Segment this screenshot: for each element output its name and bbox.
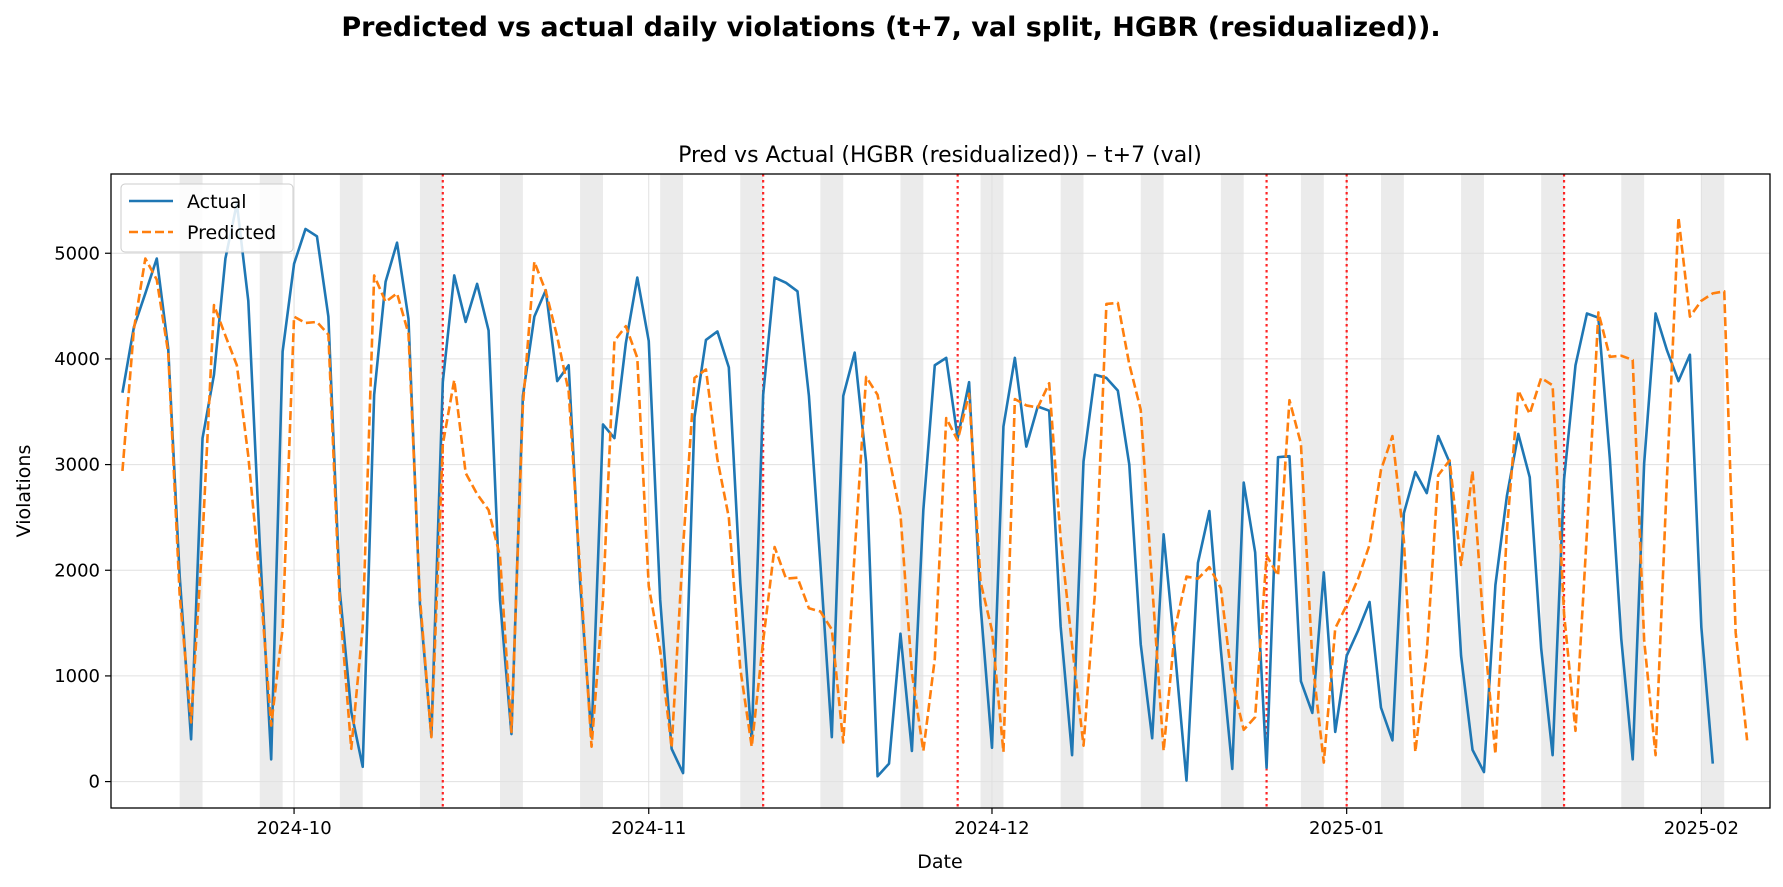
y-tick-label: 3000	[54, 455, 100, 476]
y-axis-ticks: 0 1000 2000 3000 4000 5000	[54, 243, 111, 793]
weekend-band-11	[1060, 174, 1084, 808]
x-tick-label: 2024-10	[256, 818, 331, 839]
x-tick-label: 2025-01	[1309, 818, 1384, 839]
legend-label-actual: Actual	[187, 191, 247, 213]
y-tick-label: 1000	[54, 666, 100, 687]
y-tick-label: 5000	[54, 243, 100, 264]
legend-label-predicted: Predicted	[187, 222, 276, 244]
weekend-band-15	[1380, 174, 1404, 808]
figure-suptitle: Predicted vs actual daily violations (t+…	[341, 12, 1440, 43]
y-tick-label: 4000	[54, 349, 100, 370]
series-line-actual	[121, 202, 1715, 782]
x-tick-label: 2024-12	[954, 818, 1029, 839]
x-axis-ticks: 2024-10 2024-11 2024-12 2025-01 2025-02	[256, 808, 1739, 839]
plot-frame	[110, 173, 1771, 809]
series-lines	[121, 202, 1749, 782]
weekend-band-17	[1541, 174, 1565, 808]
weekend-bands	[179, 174, 1725, 808]
x-tick-label: 2025-02	[1664, 818, 1739, 839]
weekend-band-19	[1701, 174, 1725, 808]
weekend-band-18	[1621, 174, 1645, 808]
x-tick-label: 2024-11	[611, 818, 686, 839]
y-tick-label: 0	[89, 772, 100, 793]
y-tick-label: 2000	[54, 560, 100, 581]
weekend-band-12	[1140, 174, 1164, 808]
legend: Actual Predicted	[120, 183, 294, 253]
y-axis-label: Violations	[13, 445, 35, 538]
holiday-lines	[441, 174, 1566, 808]
weekend-band-3	[419, 174, 443, 808]
grid-lines	[111, 174, 1770, 808]
series-line-predicted	[121, 216, 1749, 764]
x-axis-label: Date	[917, 851, 962, 873]
weekend-band-9	[900, 174, 924, 808]
weekend-band-16	[1461, 174, 1484, 808]
axes-title: Pred vs Actual (HGBR (residualized)) – t…	[678, 143, 1202, 168]
weekend-band-6	[660, 174, 684, 808]
